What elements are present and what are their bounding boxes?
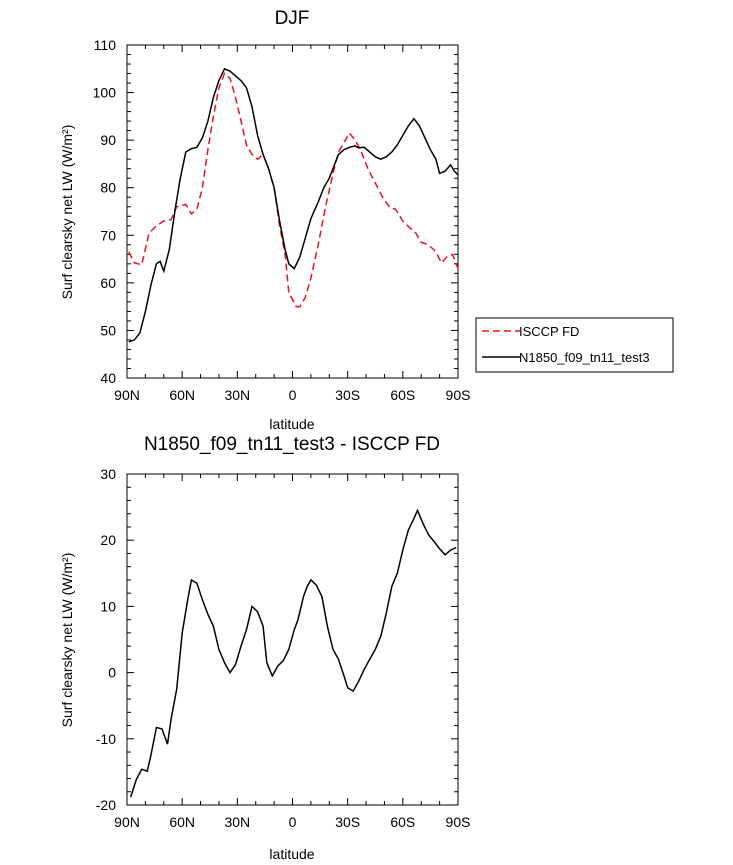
top-plot-frame: [126, 44, 459, 379]
bottom-x-ticks: 90N 60N 30N 0 30S 60S 90S: [114, 474, 470, 830]
top-x-tick-label: 90S: [446, 387, 471, 403]
legend-entry-model: N1850_f09_tn11_test3: [482, 350, 650, 365]
top-series-layer: [128, 67, 459, 343]
top-y-tick-label: 100: [93, 85, 117, 101]
top-x-tick-label: 60S: [390, 387, 415, 403]
bottom-y-tick-label: 10: [100, 598, 116, 614]
bottom-plot-frame: [126, 473, 459, 806]
top-y-ticks: 40 50 60 70 80 90 100 110: [93, 37, 458, 386]
bottom-series-difference-line: [129, 508, 457, 798]
legend-label-model: N1850_f09_tn11_test3: [519, 350, 650, 365]
top-x-tick-label: 30S: [335, 387, 360, 403]
bottom-y-tick-label: -20: [96, 797, 116, 813]
bottom-panel: N1850_f09_tn11_test3 - ISCCP FD 90N 60N 30…: [59, 434, 470, 862]
bottom-y-tick-label: 20: [100, 532, 116, 548]
top-minor-ticks: [127, 45, 458, 378]
bottom-y-tick-label: 0: [108, 665, 116, 681]
top-series-isccp-line: [128, 72, 459, 308]
bottom-x-tick-label: 60S: [390, 814, 415, 830]
bottom-y-tick-label: -10: [96, 731, 116, 747]
legend-label-isccp: ISCCP FD: [519, 324, 579, 339]
bottom-x-tick-label: 30N: [224, 814, 250, 830]
bottom-x-tick-label: 90S: [446, 814, 471, 830]
bottom-x-tick-label: 0: [289, 814, 297, 830]
top-x-tick-label: 0: [289, 387, 297, 403]
bottom-x-tick-label: 90N: [114, 814, 140, 830]
bottom-x-tick-label: 30S: [335, 814, 360, 830]
bottom-x-tick-label: 60N: [169, 814, 195, 830]
top-x-tick-label: 60N: [169, 387, 195, 403]
top-y-tick-label: 110: [94, 37, 117, 53]
top-chart-title: DJF: [275, 8, 310, 29]
bottom-minor-ticks: [127, 474, 458, 805]
top-series-model-line: [128, 67, 459, 343]
top-y-axis-label: Surf clearsky net LW (W/m²): [59, 125, 75, 300]
top-x-axis-label: latitude: [269, 416, 314, 432]
bottom-y-tick-label: 30: [100, 466, 116, 482]
top-x-tick-label: 90N: [114, 387, 140, 403]
top-y-tick-label: 90: [100, 132, 116, 148]
bottom-y-axis-label: Surf clearsky net LW (W/m²): [59, 553, 75, 728]
top-y-tick-label: 40: [100, 370, 116, 386]
top-y-tick-label: 60: [100, 275, 116, 291]
top-x-tick-label: 30N: [224, 387, 250, 403]
top-x-ticks: 90N 60N 30N 0 30S 60S 90S: [114, 45, 470, 403]
top-y-tick-label: 70: [100, 227, 116, 243]
top-y-tick-label: 50: [100, 322, 116, 338]
legend-box: [475, 317, 674, 373]
top-panel: DJF 90N 60N 30N 0 30S 60S 90S 40 50 60 70 80 90 100 1…: [59, 8, 470, 432]
bottom-y-ticks: -20 -10 0 10 20 30: [96, 466, 458, 813]
legend: ISCCP FD N1850_f09_tn11_test3: [475, 317, 674, 373]
legend-entry-isccp: ISCCP FD: [482, 324, 579, 339]
bottom-chart-title: N1850_f09_tn11_test3 - ISCCP FD: [144, 434, 440, 455]
bottom-series-layer: [129, 508, 457, 798]
bottom-x-axis-label: latitude: [269, 846, 314, 862]
top-y-tick-label: 80: [100, 180, 116, 196]
